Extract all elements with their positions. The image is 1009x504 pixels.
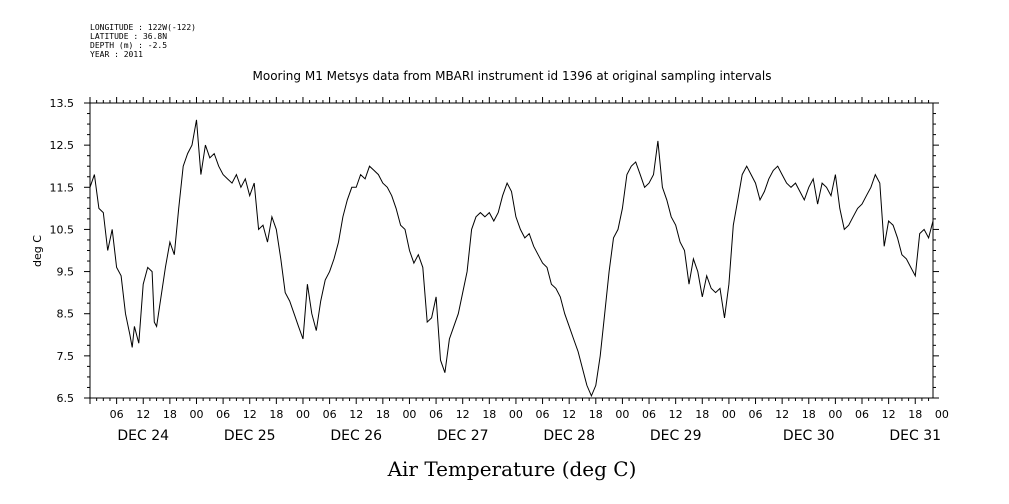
x-tick-label: 12 [349, 408, 363, 421]
x-tick-label: 00 [722, 408, 736, 421]
x-tick-label: 00 [189, 408, 203, 421]
day-labels: DEC 24 DEC 25 DEC 26 DEC 27 DEC 28 DEC 29 DEC … [117, 428, 941, 444]
temperature-series-line [89, 119, 934, 398]
y-tick-label: 9.5 [57, 266, 75, 279]
x-tick-label: 06 [536, 408, 550, 421]
x-tick-label: 06 [855, 408, 869, 421]
x-tick-label: 00 [402, 408, 416, 421]
x-tick-label: 12 [243, 408, 257, 421]
x-tick-label: 00 [935, 408, 949, 421]
x-tick-label: 06 [642, 408, 656, 421]
y-tick-label: 12.5 [50, 139, 75, 152]
x-tick-label: 18 [376, 408, 390, 421]
y-tick-label: 11.5 [50, 181, 75, 194]
x-axis: 06 12 18 00 06 12 18 00 06 12 18 00 06 12 18 00 06 12 18 00… [89, 97, 949, 421]
y-tick-label: 8.5 [57, 308, 75, 321]
x-tick-label: 12 [882, 408, 896, 421]
x-tick-label: 18 [482, 408, 496, 421]
x-tick-label: 18 [695, 408, 709, 421]
x-tick-label: 00 [828, 408, 842, 421]
y-axis-label: deg C [31, 235, 44, 267]
plot-frame [89, 102, 934, 399]
x-tick-label: 00 [296, 408, 310, 421]
x-tick-label: 18 [802, 408, 816, 421]
x-tick-label: 00 [509, 408, 523, 421]
x-tick-label: 12 [669, 408, 683, 421]
x-tick-label: 06 [749, 408, 763, 421]
x-tick-label: 06 [216, 408, 230, 421]
y-tick-label: 13.5 [50, 97, 75, 110]
day-label: DEC 30 [783, 428, 835, 444]
day-label: DEC 24 [117, 428, 169, 444]
y-tick-label: 6.5 [57, 392, 75, 405]
x-tick-label: 18 [589, 408, 603, 421]
x-axis-title: Air Temperature (deg C) [387, 457, 637, 481]
x-tick-label: 18 [163, 408, 177, 421]
day-label: DEC 28 [543, 428, 595, 444]
depth-label: DEPTH (m) : -2.5 [90, 41, 167, 50]
x-tick-label: 06 [110, 408, 124, 421]
x-tick-label: 18 [908, 408, 922, 421]
latitude-label: LATITUDE : 36.8N [90, 32, 167, 41]
day-label: DEC 27 [437, 428, 489, 444]
x-tick-label: 12 [456, 408, 470, 421]
x-tick-label: 12 [775, 408, 789, 421]
day-label: DEC 26 [330, 428, 382, 444]
x-tick-label: 12 [562, 408, 576, 421]
chart-title: Mooring M1 Metsys data from MBARI instru… [253, 69, 772, 83]
y-tick-label: 10.5 [50, 223, 75, 236]
y-tick-label: 7.5 [57, 350, 75, 363]
x-tick-label: 00 [615, 408, 629, 421]
day-label: DEC 29 [650, 428, 702, 444]
year-label: YEAR : 2011 [90, 50, 143, 59]
y-axis: 6.5 7.5 8.5 9.5 10.5 11.5 12.5 13.5 [50, 97, 939, 405]
x-tick-label: 12 [136, 408, 150, 421]
longitude-label: LONGITUDE : 122W(-122) [90, 23, 196, 32]
x-tick-label: 18 [269, 408, 283, 421]
day-label: DEC 25 [224, 428, 276, 444]
day-label: DEC 31 [889, 428, 941, 444]
x-tick-label: 06 [429, 408, 443, 421]
x-tick-label: 06 [323, 408, 337, 421]
